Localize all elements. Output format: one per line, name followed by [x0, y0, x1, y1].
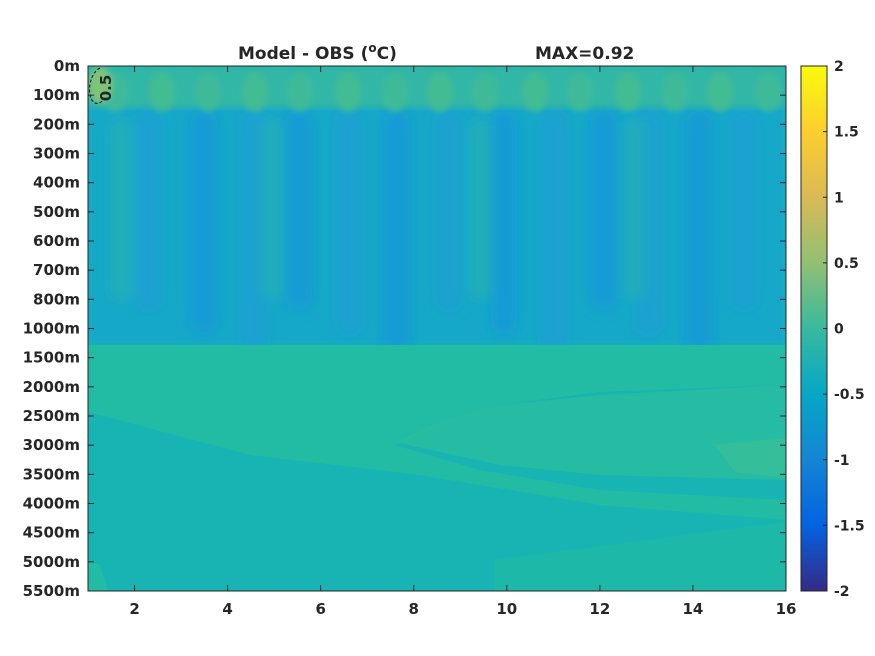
heatmap-cool-streak — [336, 110, 362, 335]
y-tick-label: 1000m — [23, 320, 80, 338]
y-tick-label: 1500m — [23, 349, 80, 367]
colorbar-tick-label: -2 — [834, 584, 850, 600]
y-tick-label: 4000m — [23, 495, 80, 513]
colorbar-tick-label: 0.5 — [834, 256, 859, 272]
heatmap-cool-streak — [384, 110, 410, 360]
heatmap-vertical-variability — [110, 110, 757, 360]
contour-label: 0.5 — [97, 75, 115, 102]
y-tick-label: 100m — [33, 86, 80, 104]
chart-subtitle: MAX=0.92 — [535, 44, 634, 64]
heatmap-surface-blob — [195, 72, 221, 112]
heatmap-warm-streak — [260, 120, 282, 300]
heatmap-cool-streak — [686, 110, 712, 360]
x-tick-label: 14 — [682, 600, 703, 618]
heatmap-surface-blob — [472, 72, 498, 112]
heatmap-warm-streak — [110, 120, 132, 300]
heatmap-bottom-warm-patch — [495, 522, 786, 591]
y-tick-label: 800m — [33, 290, 80, 308]
colorbar — [800, 65, 828, 592]
heatmap-cool-streak — [286, 110, 312, 310]
heatmap-surface-blob — [615, 72, 641, 112]
y-tick-label: 4500m — [23, 524, 80, 542]
chart-title-degree: o — [368, 41, 376, 55]
heatmap-surface-blob — [382, 72, 408, 112]
heatmap-cool-streak — [436, 110, 462, 310]
heatmap-surface-blob — [149, 72, 175, 112]
colorbar-tick-label: -1 — [834, 453, 850, 469]
y-tick-label: 5000m — [23, 553, 80, 571]
heatmap-surface-blob — [662, 72, 688, 112]
heatmap-surface-blob — [335, 72, 361, 112]
y-tick-label: 600m — [33, 232, 80, 250]
x-tick-label: 8 — [409, 600, 419, 618]
y-tick-label: 0m — [54, 57, 80, 75]
colorbar-axis: 2 1.5 1 0.5 0 -0.5 -1 -1.5 -2 — [823, 59, 865, 600]
heatmap-surface-blob — [755, 72, 781, 112]
chart-title-prefix: Model - OBS ( — [238, 44, 368, 64]
x-tick-label: 12 — [589, 600, 610, 618]
x-tick-label: 10 — [496, 600, 517, 618]
y-tick-label: 3000m — [23, 436, 80, 454]
heatmap-surface-blob — [242, 72, 268, 112]
heatmap-cool-streak — [591, 110, 617, 310]
heatmap-field — [88, 66, 786, 591]
colorbar-tick-label: 1.5 — [834, 125, 859, 141]
heatmap-east-warm-patch — [715, 438, 786, 478]
heatmap-surface-anomalies — [88, 67, 781, 112]
colorbar-tick-label: -0.5 — [834, 387, 865, 403]
colorbar-tick-label: 0 — [834, 322, 844, 338]
y-tick-label: 400m — [33, 174, 80, 192]
x-tick-label: 6 — [315, 600, 325, 618]
colorbar-tick-label: 2 — [834, 59, 844, 75]
heatmap-cool-streak — [191, 110, 217, 335]
heatmap-cool-streak — [136, 110, 162, 310]
y-tick-label: 2000m — [23, 378, 80, 396]
heatmap-cool-streak — [731, 110, 757, 310]
heatmap-warm-streak — [625, 120, 647, 300]
colorbar-tick-label: -1.5 — [834, 518, 865, 534]
y-tick-label: 700m — [33, 261, 80, 279]
y-axis: 0m 100m 200m 300m 400m 500m 600m 700m 800m 1000m 1… — [23, 57, 786, 600]
heatmap-cool-streak — [491, 110, 517, 335]
y-tick-label: 5500m — [23, 582, 80, 600]
colorbar-tick-label: 1 — [834, 190, 844, 206]
y-tick-label: 300m — [33, 145, 80, 163]
heatmap-cool-streak — [541, 110, 567, 360]
y-tick-label: 2500m — [23, 407, 80, 425]
x-tick-label: 4 — [222, 600, 232, 618]
heatmap-max-blob — [88, 67, 112, 103]
heatmap-surface-blob — [567, 72, 593, 112]
chart-title-suffix: C) — [377, 44, 397, 64]
heatmap-surface-blob — [522, 72, 548, 112]
heatmap-surface-blob — [427, 72, 453, 112]
y-tick-label: 3500m — [23, 465, 80, 483]
x-axis: 2 4 6 8 10 12 14 16 — [129, 66, 796, 618]
heatmap-deep-warm-band — [88, 345, 786, 520]
x-tick-label: 16 — [776, 600, 797, 618]
heatmap-deep-warm-core — [395, 385, 786, 480]
heatmap-warm-streak — [470, 120, 492, 300]
chart-title: Model - OBS (oC) — [238, 41, 397, 64]
heatmap-surface-blob — [287, 72, 313, 112]
y-tick-label: 200m — [33, 115, 80, 133]
heatmap-sw-patch — [88, 560, 108, 591]
y-tick-label: 500m — [33, 203, 80, 221]
heatmap-surface-blob — [707, 72, 733, 112]
x-tick-label: 2 — [129, 600, 139, 618]
